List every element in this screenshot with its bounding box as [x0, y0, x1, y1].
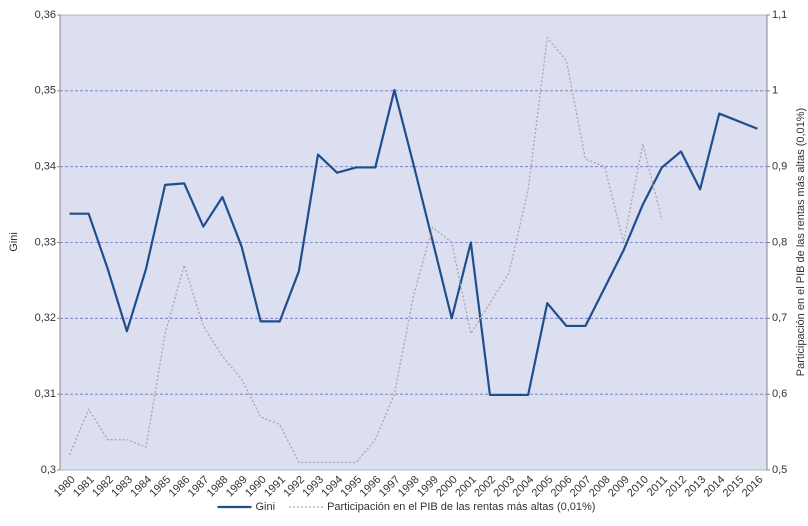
x-tick-label: 2010: [625, 474, 651, 500]
y-tick-label: 0,31: [35, 388, 56, 400]
x-tick-label: 1989: [224, 474, 250, 500]
y-tick-label: 0,33: [35, 236, 56, 248]
x-tick-label: 2008: [587, 474, 613, 500]
legend-label: Gini: [256, 501, 276, 513]
series-line: [69, 88, 758, 397]
x-tick-label: 1986: [167, 474, 193, 500]
series-line: [68, 37, 663, 464]
y2-tick-label: 0,6: [772, 388, 787, 400]
x-tick-label: 2006: [549, 474, 575, 500]
x-tick-label: 1982: [90, 474, 116, 500]
x-tick-label: 1990: [243, 474, 269, 500]
x-tick-label: 2001: [453, 474, 479, 500]
x-tick-label: 1983: [109, 474, 135, 500]
x-tick-label: 1985: [147, 474, 173, 500]
y2-tick-label: 0,9: [772, 161, 787, 173]
x-tick-label: 2002: [472, 474, 498, 500]
x-tick-label: 2007: [568, 474, 594, 500]
x-tick-label: 2016: [740, 474, 766, 500]
x-tick-label: 1987: [186, 474, 212, 500]
y2-tick-label: 0,7: [772, 312, 787, 324]
y2-tick-label: 1,1: [772, 9, 787, 21]
y2-axis-title: Participación en el PIB de las rentas má…: [795, 108, 807, 376]
x-tick-label: 2003: [491, 474, 517, 500]
legend-label: Participación en el PIB de las rentas má…: [327, 501, 595, 513]
x-tick-label: 1984: [128, 474, 154, 500]
x-tick-label: 1988: [205, 474, 231, 500]
x-tick-label: 1991: [262, 474, 288, 500]
x-tick-label: 1993: [300, 474, 326, 500]
x-tick-label: 1998: [396, 474, 422, 500]
x-tick-label: 1992: [281, 474, 307, 500]
y2-tick-label: 1: [772, 85, 778, 97]
x-tick-label: 2005: [530, 474, 556, 500]
y-axis-title: Gini: [8, 232, 20, 252]
x-tick-label: 1980: [52, 474, 78, 500]
y2-tick-label: 0,8: [772, 236, 787, 248]
y-tick-label: 0,35: [35, 85, 56, 97]
x-tick-label: 2000: [434, 474, 460, 500]
x-tick-label: 1995: [339, 474, 365, 500]
y-tick-label: 0,32: [35, 312, 56, 324]
y2-tick-label: 0,5: [772, 464, 787, 476]
y-tick-label: 0,3: [41, 464, 56, 476]
y-tick-label: 0,36: [35, 9, 56, 21]
x-tick-label: 2004: [511, 474, 537, 500]
x-tick-label: 2015: [721, 474, 747, 500]
x-tick-label: 1999: [415, 474, 441, 500]
x-tick-label: 2014: [702, 474, 728, 500]
x-tick-label: 2013: [682, 474, 708, 500]
x-tick-label: 1997: [377, 474, 403, 500]
x-tick-label: 1996: [358, 474, 384, 500]
x-tick-label: 1994: [319, 474, 345, 500]
x-tick-label: 2012: [663, 474, 689, 500]
x-tick-label: 1981: [71, 474, 97, 500]
y-tick-label: 0,34: [35, 161, 56, 173]
x-tick-label: 2009: [606, 474, 632, 500]
